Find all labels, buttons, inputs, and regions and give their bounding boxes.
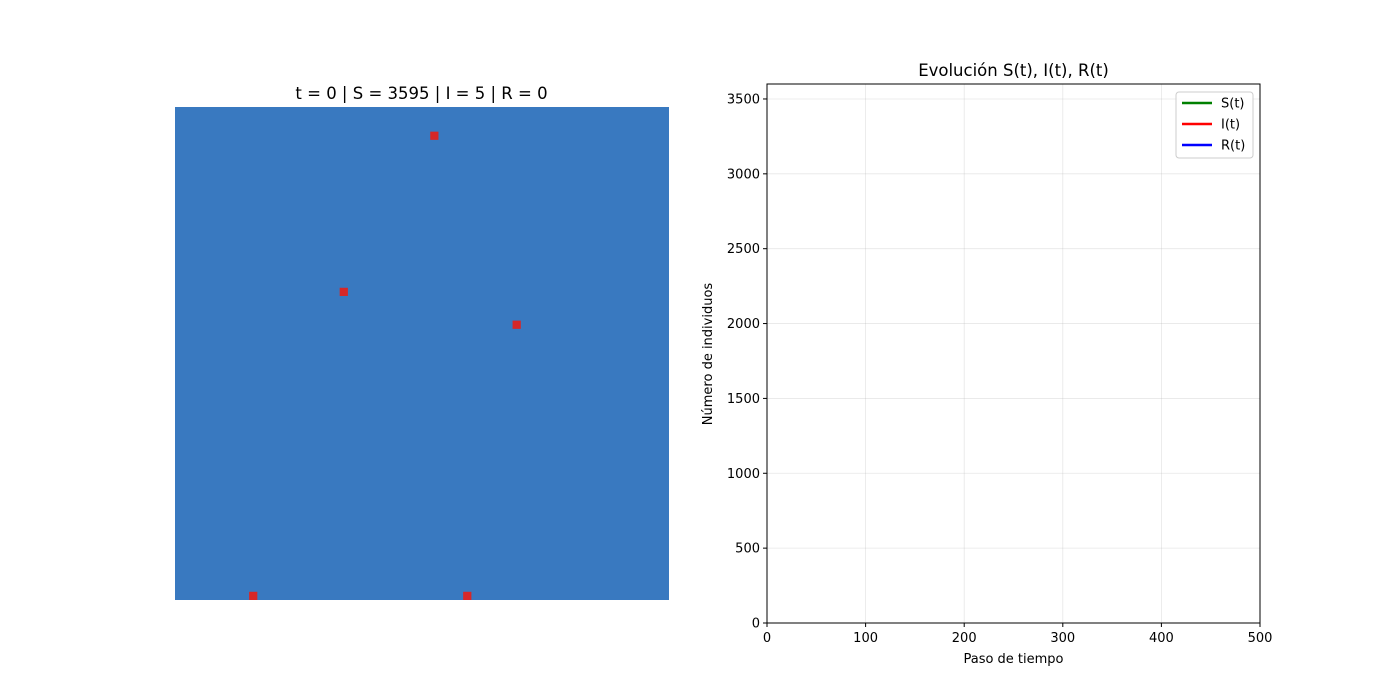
legend-label: I(t) <box>1221 118 1240 133</box>
infected-cell <box>249 591 258 600</box>
infected-cell <box>430 131 439 140</box>
x-tick-label: 200 <box>952 631 977 646</box>
plot-area-frame <box>766 83 1261 624</box>
x-tick-label: 100 <box>853 631 878 646</box>
x-axis-label: Paso de tiempo <box>963 652 1063 667</box>
line-chart-title: Evolución S(t), I(t), R(t) <box>918 61 1109 80</box>
x-tick-label: 300 <box>1050 631 1075 646</box>
legend-label: R(t) <box>1221 139 1245 154</box>
y-tick-label: 1500 <box>727 392 760 407</box>
y-tick-label: 3500 <box>727 92 760 107</box>
infected-cell <box>463 591 472 600</box>
x-tick-label: 500 <box>1248 631 1273 646</box>
x-axis-ticks: 0 100 200 300 400 500 <box>763 623 1273 646</box>
x-tick-label: 400 <box>1149 631 1174 646</box>
y-tick-label: 1000 <box>727 467 760 482</box>
grid-panel: t = 0 | S = 3595 | I = 5 | R = 0 <box>175 84 669 600</box>
infected-cell <box>512 320 521 329</box>
y-tick-label: 2000 <box>727 317 760 332</box>
y-tick-label: 500 <box>735 542 760 557</box>
line-panel: Evolución S(t), I(t), R(t) 0 100 200 300 400… <box>701 61 1272 667</box>
infected-cells <box>249 131 521 600</box>
legend: S(t) I(t) R(t) <box>1175 91 1254 159</box>
y-tick-label: 3000 <box>727 167 760 182</box>
infected-cell <box>339 287 348 296</box>
y-axis-label: Número de individuos <box>701 283 716 426</box>
legend-label: S(t) <box>1221 97 1245 112</box>
chart-gridlines <box>766 84 1261 624</box>
x-tick-label: 0 <box>763 631 771 646</box>
legend-box <box>1175 91 1254 159</box>
y-axis-ticks: 0 500 1000 1500 2000 2500 3000 3500 <box>727 92 767 632</box>
grid-title: t = 0 | S = 3595 | I = 5 | R = 0 <box>295 84 547 103</box>
lattice-background <box>175 107 669 600</box>
y-tick-label: 2500 <box>727 242 760 257</box>
y-tick-label: 0 <box>752 617 760 632</box>
